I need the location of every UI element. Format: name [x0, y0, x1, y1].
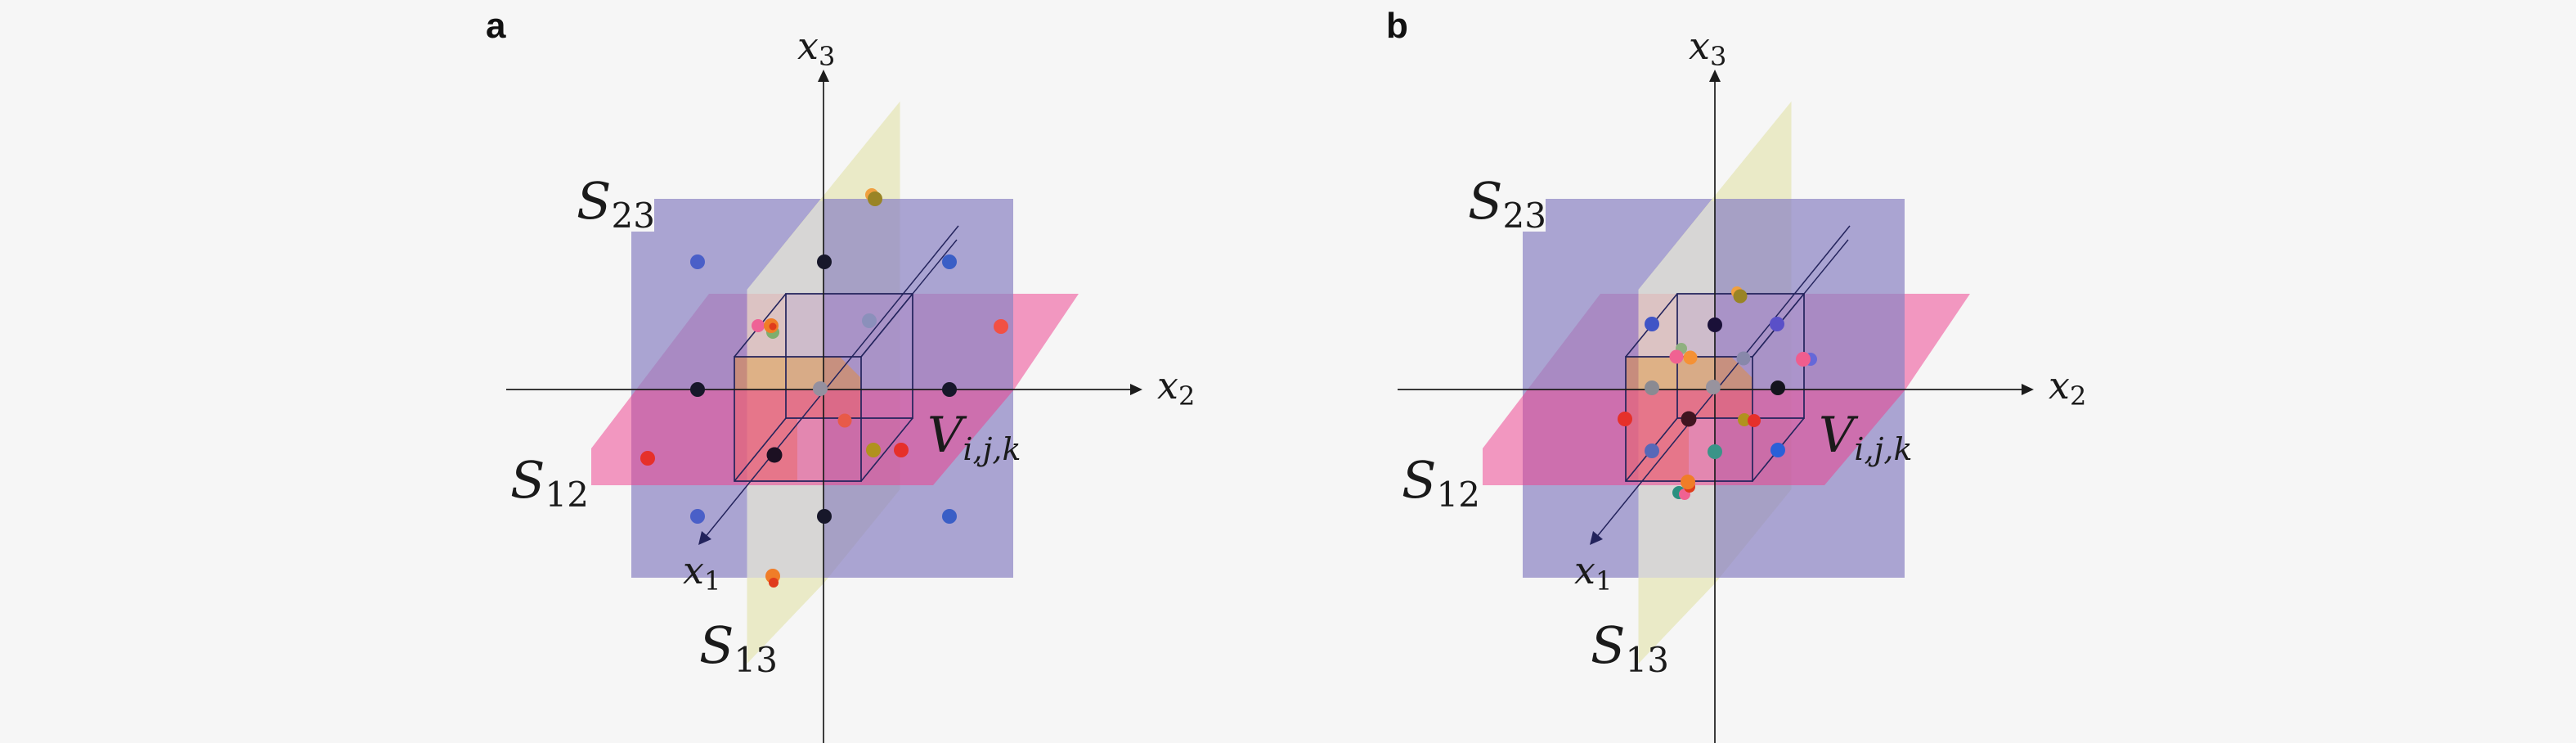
label-x2: x2 [1157, 363, 1195, 412]
sample-dot-indigo [1770, 317, 1784, 331]
sample-dot-pink [1796, 352, 1811, 367]
label-x2: x2 [2049, 363, 2086, 412]
x2-arrowhead [2022, 384, 2034, 395]
x1-arrowhead [1590, 531, 1603, 545]
label-x1: x1 [683, 548, 720, 597]
x2-arrowhead [1130, 384, 1142, 395]
cube-edge-top-right [860, 293, 913, 358]
label-x3: x3 [1689, 24, 1726, 72]
sample-dot-blue [690, 509, 705, 524]
sample-dot-blue [1770, 443, 1785, 457]
sample-dot-navy [1708, 317, 1722, 332]
sample-dot-orange [1683, 350, 1698, 365]
label-s13: S13 [699, 615, 778, 680]
label-s12: S12 [510, 450, 589, 515]
label-x3: x3 [797, 24, 835, 72]
label-volume: Vi,j,k [1819, 407, 1912, 467]
x1-axis-line [703, 225, 959, 539]
sample-dot-black [817, 254, 832, 269]
sample-dot-pink [752, 319, 765, 332]
s12-plane-front [591, 390, 1014, 485]
sample-dot-red-core [769, 578, 779, 588]
x1-axis-line [1595, 225, 1851, 539]
sample-dot-red [640, 451, 655, 466]
sample-dot-teal [1708, 444, 1722, 459]
cube-edge-bottom-left [734, 417, 787, 482]
panel-letter-b: b [1386, 6, 1408, 46]
cube-edge-bottom-right [860, 417, 913, 482]
label-s12: S12 [1402, 450, 1480, 515]
s12-plane-front [1483, 390, 1905, 485]
label-s23: S23 [577, 171, 655, 236]
label-s13: S13 [1591, 615, 1669, 680]
sample-dot-blue [690, 254, 705, 269]
sample-dot-black [817, 509, 832, 524]
sample-dot-black [942, 382, 957, 397]
sample-dot-gray [813, 381, 828, 396]
sample-dot-pink [1669, 349, 1684, 364]
label-volume: Vi,j,k [927, 407, 1021, 467]
sample-dot-black-front [766, 447, 783, 463]
sample-dot-blue [1645, 317, 1659, 331]
label-x1: x1 [1574, 548, 1612, 597]
sample-dot-red [837, 413, 852, 428]
sample-dot-olive [868, 191, 882, 206]
x1-arrowhead [698, 531, 711, 545]
sample-dot-red [994, 319, 1008, 334]
sample-dot-blue [942, 509, 957, 524]
sample-dot-olive [1738, 413, 1751, 426]
x3-arrowhead [818, 70, 829, 82]
sample-dot-red [1748, 414, 1761, 427]
sample-dot-orange [1681, 475, 1695, 489]
sample-dot-red [1618, 412, 1632, 426]
sample-dot-gray [1645, 381, 1659, 395]
label-s23: S23 [1468, 171, 1546, 236]
sample-dot-maroon [1681, 411, 1697, 427]
panel-a: S23 S12 S13 Vi,j,k x1 x2 x3 [506, 24, 1195, 743]
sample-dot-red [894, 443, 909, 457]
sample-dot-gray [1706, 380, 1721, 394]
panel-b: S23 S12 S13 Vi,j,k x1 x2 x3 [1398, 24, 2086, 743]
sample-dot-black [690, 382, 705, 397]
sample-dot-slate-blue [1645, 444, 1659, 458]
sample-dot-black [1770, 381, 1785, 395]
sample-dot-red-core [769, 322, 777, 331]
sample-dot-olive [866, 443, 881, 457]
sample-dot-blue [942, 254, 957, 269]
panel-letter-a: a [486, 6, 506, 46]
sample-dot-olive [1733, 289, 1748, 304]
x3-arrowhead [1709, 70, 1721, 82]
sample-dot-gray-blue [862, 313, 877, 328]
sample-dot-gray-blue [1736, 351, 1751, 366]
